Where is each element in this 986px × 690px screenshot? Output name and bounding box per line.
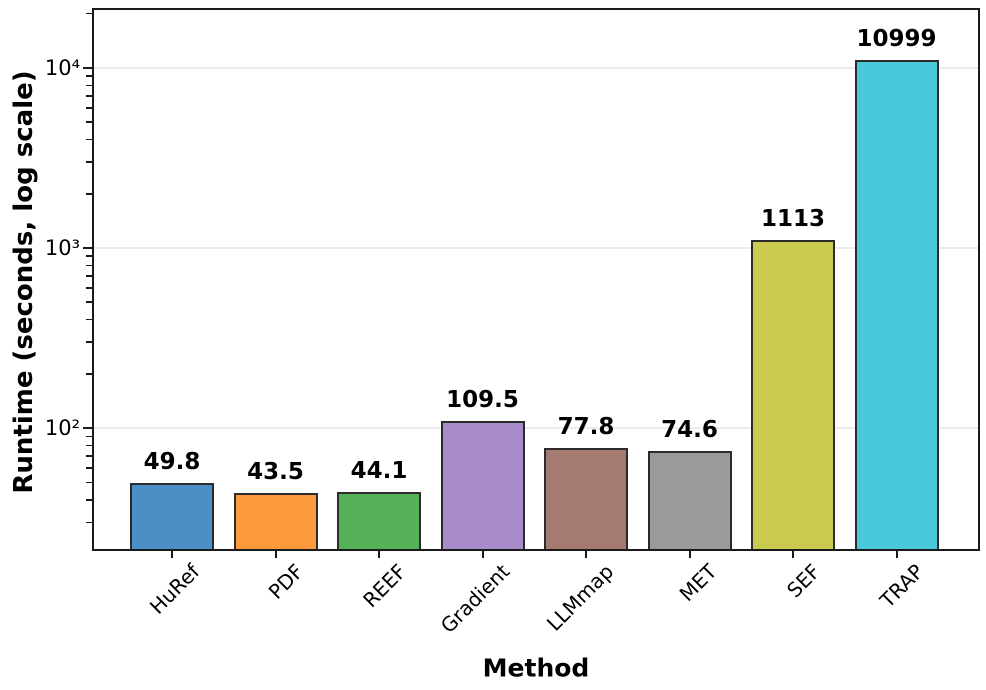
x-tick-label-pdf: PDF <box>263 559 308 604</box>
gridline-1000 <box>93 246 979 249</box>
bar-sef <box>751 239 835 551</box>
bar-value-label: 49.8 <box>143 448 201 475</box>
y-minor-tick <box>86 467 92 469</box>
y-tick-label: 10⁴ <box>44 55 80 80</box>
bar-value-label: 10999 <box>856 26 937 53</box>
bar-llmmap <box>544 447 628 551</box>
y-minor-tick <box>86 455 92 457</box>
bar-huref <box>130 482 214 551</box>
y-minor-tick <box>86 264 92 267</box>
x-axis-label: Method <box>482 653 590 683</box>
y-minor-tick <box>86 12 92 15</box>
x-tick-label-llmmap: LLMmap <box>541 559 619 636</box>
y-minor-tick <box>86 161 92 163</box>
y-major-tick <box>83 427 92 430</box>
y-minor-tick <box>86 138 92 141</box>
y-minor-tick <box>86 373 92 375</box>
y-minor-tick <box>86 444 92 447</box>
y-minor-tick <box>86 301 92 303</box>
x-tick <box>481 551 484 558</box>
bar-reef <box>337 492 421 551</box>
x-tick <box>585 551 587 558</box>
y-minor-tick <box>86 341 92 343</box>
y-minor-tick <box>86 107 92 109</box>
y-minor-tick <box>86 75 92 77</box>
x-tick <box>688 551 691 558</box>
y-minor-tick <box>86 521 92 524</box>
bar-pdf <box>233 493 318 551</box>
x-tick <box>171 551 173 558</box>
x-tick-label-sef: SEF <box>782 559 826 603</box>
bar-value-label: 44.1 <box>350 458 408 485</box>
x-tick <box>274 551 277 558</box>
y-minor-tick <box>86 193 92 195</box>
bar-value-label: 1113 <box>760 205 826 232</box>
y-minor-tick <box>86 121 92 123</box>
bar-value-label: 74.6 <box>661 417 718 444</box>
x-tick-label-gradient: Gradient <box>436 559 515 638</box>
gridline-10000 <box>93 66 979 69</box>
y-minor-tick <box>86 275 92 277</box>
y-minor-tick <box>86 481 92 484</box>
bar-trap <box>854 60 939 551</box>
x-tick <box>895 551 898 558</box>
bar-value-label: 109.5 <box>446 387 519 414</box>
x-tick-label-met: MET <box>675 559 722 607</box>
y-minor-tick <box>86 318 92 321</box>
bar-gradient <box>440 421 525 551</box>
y-major-tick <box>83 246 92 249</box>
bar-value-label: 77.8 <box>557 413 615 440</box>
y-tick-label: 10³ <box>44 235 80 260</box>
x-tick-label-reef: REEF <box>358 559 412 613</box>
x-tick-label-trap: TRAP <box>875 559 929 613</box>
y-major-tick <box>83 66 92 69</box>
x-tick <box>378 551 380 558</box>
y-tick-label: 10² <box>44 416 80 441</box>
gridline-100 <box>93 427 979 430</box>
bar-met <box>647 451 732 551</box>
y-minor-tick <box>86 95 92 97</box>
y-minor-tick <box>86 499 92 501</box>
y-minor-tick <box>86 287 92 289</box>
bar-value-label: 43.5 <box>247 459 304 486</box>
y-minor-tick <box>86 84 92 87</box>
y-axis-label: Runtime (seconds, log scale) <box>9 70 39 494</box>
y-minor-tick <box>86 255 92 257</box>
y-minor-tick <box>86 435 92 438</box>
x-tick <box>792 551 794 558</box>
x-tick-label-huref: HuRef <box>144 559 205 619</box>
